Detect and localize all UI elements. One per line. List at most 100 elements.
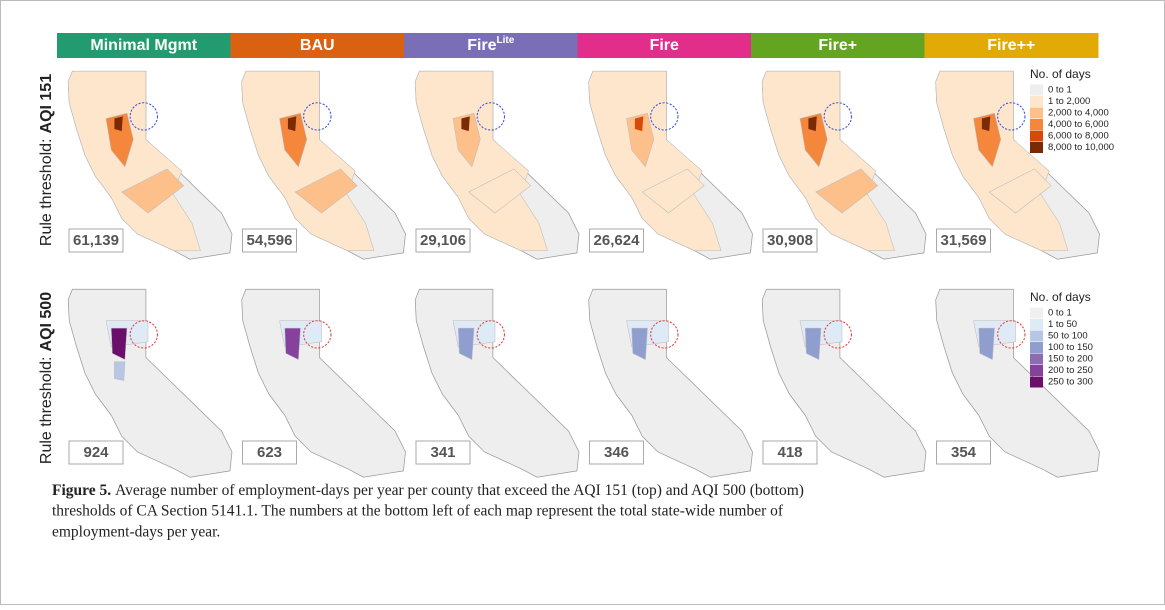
- legend-swatch: [1030, 84, 1043, 96]
- scenario-label: FireLite: [467, 35, 515, 55]
- county-region: [631, 327, 648, 361]
- total-box: [762, 440, 818, 465]
- total-value: 341: [430, 444, 455, 461]
- total-value: 30,908: [767, 232, 813, 249]
- scenario-header: [57, 33, 231, 58]
- scenario-label: Fire++: [987, 37, 1035, 54]
- legend-label: 2,000 to 4,000: [1048, 108, 1109, 119]
- legend-label: 250 to 300: [1048, 377, 1093, 388]
- county-map: [761, 70, 927, 260]
- legend-swatch: [1030, 96, 1043, 107]
- legend-title: No. of days: [1030, 290, 1091, 304]
- legend-label: 0 to 1: [1048, 308, 1072, 319]
- county-region: [981, 116, 991, 132]
- total-value: 623: [257, 444, 282, 461]
- scenario-header: [230, 33, 405, 58]
- total-value: 924: [83, 444, 109, 461]
- total-value: 26,624: [594, 232, 641, 249]
- scenario-header: [751, 33, 925, 58]
- legend-swatch: [1030, 307, 1043, 319]
- caption-text: thresholds of CA Section 5141.1. The num…: [52, 503, 784, 520]
- scenario-header: [577, 33, 752, 58]
- row-label: Rule threshold: AQI 500: [38, 292, 55, 464]
- county-region: [452, 112, 481, 168]
- scenario-name: BAU: [300, 37, 335, 54]
- legend-swatch: [1030, 142, 1043, 153]
- legend-swatch: [1030, 342, 1043, 353]
- county-region: [804, 327, 822, 361]
- legend-label: 200 to 250: [1048, 365, 1093, 376]
- county-map: [414, 70, 580, 260]
- legend-swatch: [1030, 330, 1043, 342]
- county-map: [935, 70, 1101, 260]
- legend-label: 100 to 150: [1048, 342, 1093, 353]
- scenario-header: [404, 33, 578, 58]
- county-region: [588, 70, 722, 252]
- scenario-name: Fire: [650, 37, 679, 54]
- county-region: [626, 112, 655, 168]
- total-box: [242, 228, 297, 253]
- county-region: [114, 361, 126, 381]
- total-box: [242, 440, 297, 465]
- county-region: [279, 112, 308, 168]
- highlight-outline: [303, 320, 332, 349]
- legend-label: 4,000 to 6,000: [1048, 119, 1109, 130]
- scenario-name: Fire+: [818, 37, 857, 54]
- legend-label: 6,000 to 8,000: [1048, 131, 1109, 142]
- county-region: [808, 116, 817, 132]
- highlight-outline: [650, 320, 679, 349]
- county-region: [641, 168, 705, 214]
- total-box: [936, 228, 991, 253]
- highlight-outline: [997, 102, 1026, 131]
- legend-swatch: [1030, 107, 1043, 119]
- highlight-outline: [997, 320, 1026, 349]
- total-box: [589, 228, 644, 253]
- legend-label: 8,000 to 10,000: [1048, 142, 1114, 153]
- highlight-outline: [129, 102, 158, 131]
- county-map: [588, 288, 754, 478]
- total-box: [68, 228, 124, 253]
- highlight-outline: [129, 320, 158, 349]
- legend-label: 1 to 50: [1048, 319, 1077, 330]
- county-region: [287, 116, 297, 132]
- county-region: [105, 112, 134, 168]
- scenario-superscript: Lite: [497, 35, 515, 46]
- county-region: [935, 70, 1069, 252]
- county-map: [67, 70, 233, 260]
- county-region: [414, 70, 548, 252]
- county-region: [241, 70, 375, 252]
- scenario-header: [924, 33, 1099, 58]
- county-region: [67, 70, 201, 252]
- county-region: [815, 168, 879, 214]
- legend-swatch: [1030, 119, 1043, 130]
- scenario-label: Fire: [650, 37, 679, 54]
- highlight-outline: [823, 320, 852, 349]
- county-map: [241, 288, 407, 478]
- total-value: 31,569: [941, 232, 987, 249]
- row-label-prefix: Rule threshold:: [38, 138, 55, 246]
- highlight-outline: [823, 102, 852, 131]
- row-label-prefix: Rule threshold:: [38, 356, 55, 464]
- county-region: [121, 168, 185, 214]
- total-box: [68, 440, 124, 465]
- total-value: 418: [777, 444, 802, 461]
- county-region: [461, 116, 470, 132]
- highlight-outline: [650, 102, 679, 131]
- county-map: [935, 288, 1101, 478]
- total-value: 29,106: [420, 232, 466, 249]
- county-region: [294, 168, 358, 214]
- legend-label: 0 to 1: [1048, 85, 1072, 96]
- county-map: [241, 70, 407, 260]
- total-box: [415, 228, 471, 253]
- legend-swatch: [1030, 319, 1043, 330]
- legend-swatch: [1030, 353, 1043, 365]
- county-map: [414, 288, 580, 478]
- county-region: [110, 327, 128, 361]
- total-value: 346: [604, 444, 629, 461]
- county-region: [799, 112, 828, 168]
- county-region: [978, 327, 995, 361]
- highlight-outline: [476, 320, 505, 349]
- total-box: [415, 440, 471, 465]
- county-region: [634, 116, 644, 132]
